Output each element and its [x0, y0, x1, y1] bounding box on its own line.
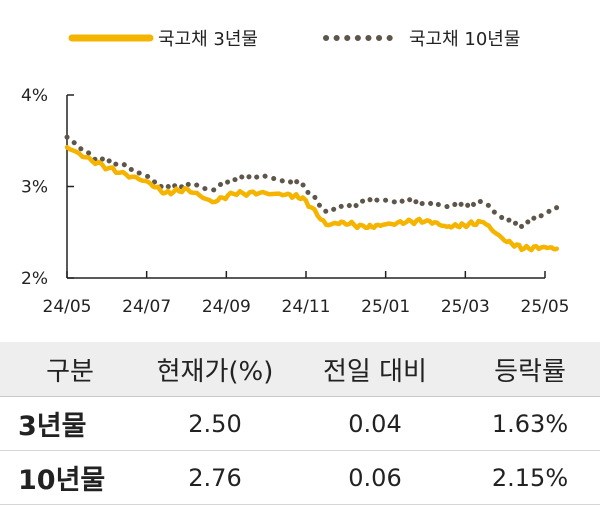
- header-rate: 등락률: [460, 342, 600, 397]
- current-price-cell: 2.76: [140, 450, 290, 505]
- y-axis-ticks: 4% 3% 2%: [21, 86, 74, 289]
- series-line-10yr: [64, 134, 560, 229]
- chart-legend: 국고채 3년물 국고채 10년물: [68, 29, 520, 50]
- current-price-cell: 2.50: [140, 396, 290, 451]
- table-row: 3년물 2.50 0.04 1.63%: [0, 396, 600, 451]
- legend-label-3yr: 국고채 3년물: [158, 29, 258, 50]
- x-tick-label: 24/05: [43, 297, 92, 317]
- x-tick-label: 25/01: [361, 297, 410, 317]
- change-cell: 0.04: [290, 396, 460, 451]
- y-tick-label: 4%: [21, 86, 48, 106]
- x-tick-label: 24/07: [122, 297, 171, 317]
- x-tick-label: 24/09: [202, 297, 251, 317]
- row-label: 3년물: [0, 396, 140, 451]
- row-label: 10년물: [0, 450, 140, 505]
- x-tick-label: 25/05: [521, 297, 570, 317]
- series-line-3yr: [64, 144, 560, 253]
- x-axis-ticks: 24/05 24/07 24/09 24/11 25/01 25/03 25/05: [43, 271, 570, 317]
- rate-cell: 2.15%: [460, 450, 600, 505]
- change-cell: 0.06: [290, 450, 460, 505]
- table-header-row: 구분 현재가(%) 전일 대비 등락률: [0, 342, 600, 397]
- y-tick-label: 3%: [21, 178, 48, 198]
- rate-cell: 1.63%: [460, 396, 600, 451]
- series-layer: [64, 134, 560, 253]
- x-tick-label: 24/11: [282, 297, 331, 317]
- y-tick-label: 2%: [21, 269, 48, 289]
- x-tick-label: 25/03: [441, 297, 490, 317]
- bond-yield-chart: 국고채 3년물 국고채 10년물 4%3%2% 24/05 24/07 24/09 2…: [21, 29, 570, 317]
- header-category: 구분: [0, 342, 140, 397]
- yield-summary-table: 구분 현재가(%) 전일 대비 등락률 3년물 2.50 0.04 1.63% …: [0, 342, 600, 505]
- table-row: 10년물 2.76 0.06 2.15%: [0, 450, 600, 505]
- header-change: 전일 대비: [290, 342, 460, 397]
- header-current-price: 현재가(%): [140, 342, 290, 397]
- legend-label-10yr: 국고채 10년물: [409, 29, 520, 50]
